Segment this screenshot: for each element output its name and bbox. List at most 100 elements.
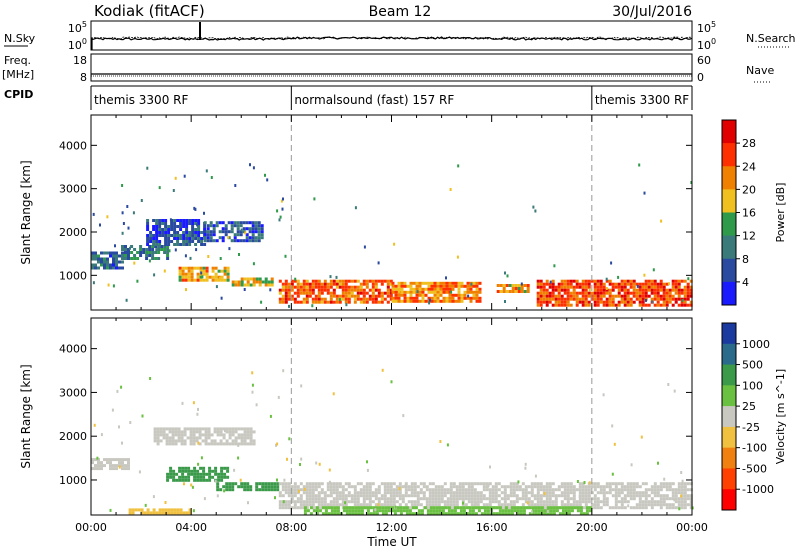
power-cell — [457, 281, 461, 285]
power-speckle — [112, 284, 115, 288]
power-cell — [317, 294, 321, 298]
velocity-cell — [299, 482, 303, 486]
velocity-cell — [345, 509, 349, 513]
velocity-cell — [638, 503, 642, 507]
power-cell — [584, 282, 588, 286]
velocity-cell — [453, 512, 457, 516]
velocity-speckle — [109, 508, 112, 512]
power-cell — [209, 224, 213, 228]
power-cell — [152, 240, 156, 243]
velocity-cell — [425, 506, 429, 510]
velocity-speckle — [432, 491, 435, 495]
velocity-cell — [608, 482, 612, 486]
power-cell — [677, 297, 681, 301]
velocity-cell — [380, 482, 384, 486]
power-cell — [353, 279, 357, 283]
power-cell — [677, 288, 681, 292]
power-cell — [380, 282, 384, 286]
velocity-cell — [473, 491, 477, 495]
velocity-cell — [393, 509, 397, 513]
power-cell — [152, 228, 156, 231]
velocity-cell — [413, 503, 417, 507]
velocity-cell — [653, 491, 657, 495]
velocity-cell — [287, 500, 291, 504]
power-cell — [323, 285, 327, 289]
velocity-cell — [542, 485, 546, 489]
velocity-cell — [567, 509, 571, 513]
velocity-cell — [94, 464, 97, 468]
power-cell — [353, 288, 357, 292]
velocity-cell — [662, 497, 666, 501]
power-cell — [251, 224, 255, 228]
velocity-cell — [491, 497, 495, 501]
power-cell — [433, 284, 437, 288]
power-cell — [236, 224, 240, 228]
velocity-cell — [473, 494, 477, 498]
power-cell — [329, 291, 333, 295]
velocity-cell — [611, 482, 615, 486]
velocity-cell — [375, 512, 379, 516]
velocity-cell — [165, 427, 169, 431]
power-cell — [680, 300, 684, 304]
nave-tick-top: 60 — [697, 54, 711, 67]
velocity-cell — [202, 478, 206, 482]
velocity-cell — [341, 488, 345, 492]
power-cell — [293, 279, 297, 283]
velocity-cell — [545, 503, 549, 507]
power-speckle — [194, 207, 197, 211]
power-cell — [671, 285, 675, 289]
power-cell — [121, 266, 124, 270]
velocity-cell — [425, 488, 429, 492]
velocity-cell — [474, 512, 478, 516]
velocity-speckle — [288, 437, 291, 441]
velocity-cell — [467, 497, 471, 501]
velocity-speckle — [390, 498, 393, 502]
power-cell — [191, 240, 195, 243]
power-cell — [362, 300, 366, 304]
power-cell — [347, 288, 351, 292]
velocity-cell — [208, 475, 212, 479]
velocity-cell — [510, 509, 514, 513]
power-cell — [575, 279, 579, 283]
velocity-cell — [462, 506, 466, 510]
power-cell — [683, 300, 687, 304]
power-cell — [320, 297, 324, 301]
velocity-cell — [398, 491, 402, 495]
velocity-cell — [587, 500, 591, 504]
velocity-cell — [398, 497, 402, 501]
velocity-cell — [281, 488, 285, 492]
velocity-cell — [342, 509, 346, 513]
power-cell — [196, 275, 200, 279]
power-cell — [554, 300, 558, 304]
velocity-cell — [179, 508, 183, 512]
power-cell — [338, 285, 342, 289]
power-cell — [91, 257, 94, 261]
power-cell — [584, 285, 588, 289]
velocity-cell — [399, 509, 403, 513]
velocity-cell — [452, 497, 456, 501]
velocity-cell — [187, 478, 191, 482]
power-cell — [166, 245, 170, 248]
power-cell — [335, 294, 339, 298]
power-cell — [629, 291, 633, 295]
power-cell — [251, 236, 255, 240]
velocity-cell — [632, 506, 636, 510]
velocity-cell — [237, 485, 241, 489]
velocity-speckle — [439, 440, 442, 443]
velocity-cell — [161, 511, 165, 515]
power-cell — [377, 291, 381, 295]
velocity-cell — [207, 433, 211, 437]
velocity-speckle — [181, 401, 184, 405]
power-cell — [517, 284, 521, 287]
velocity-cell — [537, 506, 541, 510]
power-speckle — [311, 304, 314, 308]
velocity-cell — [198, 433, 202, 437]
power-cell — [136, 251, 140, 254]
velocity-cell — [572, 503, 576, 507]
power-cell — [287, 282, 291, 286]
power-speckle — [638, 163, 641, 167]
velocity-cell — [353, 491, 357, 495]
power-cell — [121, 257, 124, 260]
power-speckle — [210, 176, 213, 179]
velocity-cell — [293, 482, 297, 486]
